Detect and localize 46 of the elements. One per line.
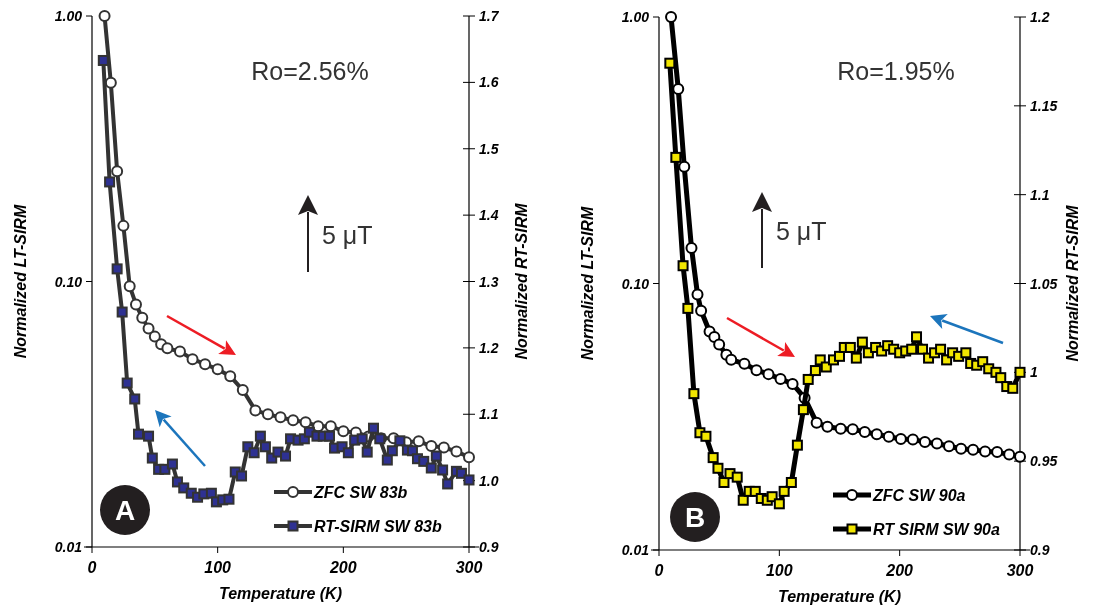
y2-tick-label: 1.4 [479, 207, 499, 224]
x-axis-title: Temperature (K) [778, 588, 901, 605]
legend-label: RT-SIRM SW 83b [314, 518, 442, 535]
y2-tick-label: 1.2 [479, 339, 499, 356]
legend-label: RT SIRM SW 90a [873, 521, 1000, 538]
y-axis-title: Normalized LT-SIRM [12, 204, 29, 359]
y2-axis-title: Normalized RT-SIRM [513, 202, 530, 360]
y2-tick-label: 1.5 [479, 140, 499, 157]
x-tick-label: 100 [765, 562, 793, 579]
x-axis-title: Temperature (K) [219, 585, 342, 602]
y-tick-label: 1.00 [621, 9, 650, 25]
y2-tick-label: 1 [1030, 364, 1038, 381]
annotation: 5 μT [322, 220, 373, 249]
y-axis-title: Normalized LT-SIRM [579, 206, 596, 361]
y2-axis-title: Normalized RT-SIRM [1064, 204, 1081, 362]
x-tick-label: 100 [204, 559, 232, 576]
x-tick-label: 0 [87, 559, 97, 576]
legend-label: ZFC SW 90a [872, 487, 966, 504]
x-tick-label: 300 [455, 559, 483, 576]
y2-tick-label: 1.0 [479, 472, 499, 489]
annotation: Ro=1.95% [837, 57, 955, 85]
y2-tick-label: 0.9 [479, 539, 499, 555]
y2-tick-label: 1.05 [1030, 275, 1058, 292]
y2-tick-label: 1.7 [479, 8, 500, 24]
x-tick-label: 0 [654, 562, 664, 579]
x-tick-label: 300 [1006, 562, 1034, 579]
y-tick-label: 0.01 [621, 542, 650, 558]
y2-tick-label: 1.15 [1030, 97, 1058, 114]
y2-tick-label: 0.9 [1030, 542, 1050, 558]
y2-tick-label: 0.95 [1030, 453, 1058, 470]
annotation: 5 μT [776, 217, 827, 245]
y-tick-label: 0.10 [621, 275, 650, 292]
annotation: A [114, 495, 136, 526]
y-tick-label: 1.00 [54, 8, 83, 24]
y2-tick-label: 1.6 [479, 74, 499, 91]
y-tick-label: 0.01 [54, 539, 83, 555]
legend-label: ZFC SW 83b [313, 484, 408, 501]
y2-tick-label: 1.3 [479, 273, 499, 290]
x-tick-label: 200 [328, 559, 357, 576]
x-tick-label: 200 [885, 562, 914, 579]
y2-tick-label: 1.1 [479, 406, 499, 423]
y-tick-label: 0.10 [54, 273, 83, 290]
annotation: Ro=2.56% [251, 57, 369, 85]
y2-tick-label: 1.2 [1030, 9, 1050, 25]
y2-tick-label: 1.1 [1030, 186, 1050, 203]
annotation: B [684, 502, 706, 533]
